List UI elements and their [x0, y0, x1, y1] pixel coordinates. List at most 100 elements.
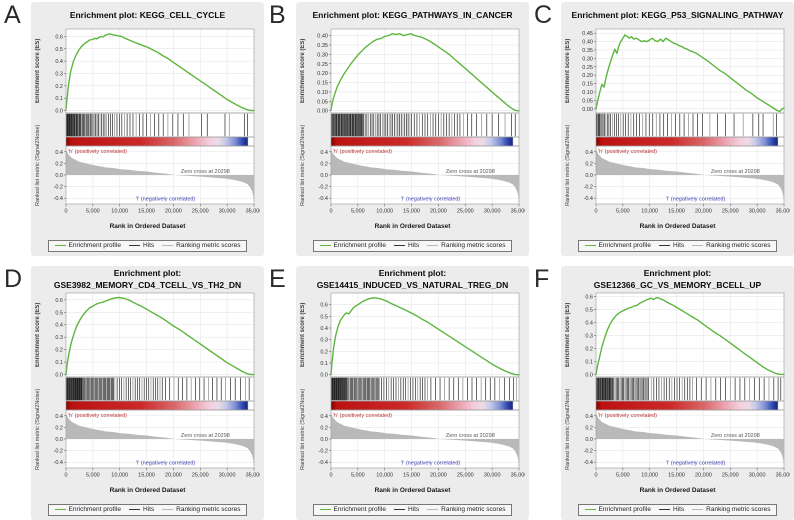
legend-line-swatch — [128, 509, 140, 510]
svg-text:0.35: 0.35 — [582, 48, 593, 54]
svg-text:20,000: 20,000 — [430, 473, 447, 479]
chart-title-line: Enrichment plot: — [113, 268, 182, 279]
svg-text:10,000: 10,000 — [641, 473, 658, 479]
legend-item: Enrichment profile — [584, 506, 651, 513]
svg-text:Zero cross at 20298: Zero cross at 20298 — [711, 433, 760, 439]
svg-text:10,000: 10,000 — [641, 209, 658, 215]
legend-item: Hits — [128, 506, 154, 513]
y-axis-labels: Enrichment score (ES) Ranked list metric… — [32, 27, 44, 223]
chart-title-line: GSE3982_MEMORY_CD4_TCELL_VS_TH2_DN — [53, 279, 242, 290]
legend: Enrichment profile Hits Ranking metric sco… — [47, 503, 248, 516]
svg-text:0.25: 0.25 — [317, 62, 328, 68]
legend-label: Hits — [142, 242, 155, 249]
svg-text:0.2: 0.2 — [320, 425, 328, 431]
svg-text:0.25: 0.25 — [582, 65, 593, 71]
svg-text:30,000: 30,000 — [219, 209, 236, 215]
svg-text:20,000: 20,000 — [695, 473, 712, 479]
svg-text:0.3: 0.3 — [55, 335, 63, 341]
legend-item: Ranking metric scores — [427, 506, 505, 513]
chart-title-line: Enrichment plot: KEGG_P53_SIGNALING_PATH… — [571, 9, 784, 20]
svg-text:0.2: 0.2 — [55, 161, 63, 167]
svg-text:0.30: 0.30 — [582, 56, 593, 62]
ranked-metric-axis-label: Ranked list metric (Signal2Noise) — [300, 124, 306, 206]
svg-text:15,000: 15,000 — [138, 473, 155, 479]
ranked-metric-axis-label: Ranked list metric (Signal2Noise) — [35, 388, 41, 470]
svg-text:0.6: 0.6 — [55, 298, 63, 304]
legend-line-swatch — [692, 509, 704, 510]
svg-text:5,000: 5,000 — [616, 209, 630, 215]
gsea-panel: D Enrichment plot: GSE3982_MEMORY_CD4_TCE… — [0, 266, 265, 520]
chart-title-line: Enrichment plot: — [643, 268, 712, 279]
svg-text:-0.4: -0.4 — [319, 460, 328, 466]
svg-text:-0.4: -0.4 — [584, 460, 593, 466]
gsea-plot-svg: 0.000.050.100.150.200.250.300.350.400.45… — [582, 28, 790, 215]
enrichment-chart: Enrichment plot: GSE3982_MEMORY_CD4_TCELL… — [31, 266, 264, 520]
legend-item: Enrichment profile — [319, 506, 386, 513]
x-axis-label: Rank in Ordered Dataset — [374, 487, 451, 494]
svg-text:0.10: 0.10 — [317, 90, 328, 96]
svg-text:0.15: 0.15 — [317, 81, 328, 87]
gsea-panel: C Enrichment plot: KEGG_P53_SIGNALING_PA… — [530, 2, 794, 266]
legend-label: Ranking metric scores — [176, 506, 241, 513]
svg-text:35,000: 35,000 — [511, 473, 525, 479]
gsea-panel: F Enrichment plot: GSE12366_GC_VS_MEMORY_… — [530, 266, 794, 520]
ranked-metric-axis-label: Ranked list metric (Signal2Noise) — [565, 388, 571, 470]
legend-line-swatch — [427, 245, 439, 246]
svg-text:0.0: 0.0 — [55, 173, 63, 179]
svg-text:0.20: 0.20 — [317, 71, 328, 77]
svg-text:0.4: 0.4 — [320, 150, 328, 156]
svg-text:0.5: 0.5 — [55, 47, 63, 53]
legend-line-swatch — [54, 245, 66, 246]
svg-text:0.0: 0.0 — [55, 437, 63, 443]
svg-text:Zero cross at 20298: Zero cross at 20298 — [446, 169, 495, 175]
legend-wrap: Enrichment profile Hits Ranking metric sco… — [296, 233, 529, 252]
svg-text:Zero cross at 20298: Zero cross at 20298 — [181, 169, 230, 175]
svg-text:0.2: 0.2 — [585, 346, 593, 352]
legend-wrap: Enrichment profile Hits Ranking metric sco… — [561, 497, 794, 516]
svg-text:0.4: 0.4 — [585, 414, 593, 420]
x-axis-label: Rank in Ordered Dataset — [639, 487, 716, 494]
plot-area: Enrichment score (ES) Ranked list metric… — [297, 291, 529, 487]
svg-text:5,000: 5,000 — [86, 209, 100, 215]
svg-text:0.15: 0.15 — [582, 82, 593, 88]
svg-text:5,000: 5,000 — [351, 209, 365, 215]
legend-item: Ranking metric scores — [692, 506, 770, 513]
x-axis-label: Rank in Ordered Dataset — [639, 223, 716, 230]
chart-title-line: Enrichment plot: KEGG_CELL_CYCLE — [69, 9, 226, 20]
chart-title: Enrichment plot: GSE12366_GC_VS_MEMORY_BC… — [561, 268, 794, 291]
svg-text:-0.4: -0.4 — [54, 196, 63, 202]
plot-area: Enrichment score (ES) Ranked list metric… — [562, 27, 794, 223]
svg-text:20,000: 20,000 — [695, 209, 712, 215]
svg-text:0.20: 0.20 — [582, 73, 593, 79]
legend-item: Hits — [658, 242, 684, 249]
svg-text:5,000: 5,000 — [86, 473, 100, 479]
legend-line-swatch — [393, 245, 405, 246]
legend-label: Enrichment profile — [598, 506, 651, 513]
legend-line-swatch — [128, 245, 140, 246]
chart-title-line: Enrichment plot: — [378, 268, 447, 279]
legend-item: Hits — [393, 506, 419, 513]
legend-line-swatch — [584, 509, 596, 510]
chart-title: Enrichment plot: GSE14415_INDUCED_VS_NATU… — [296, 268, 529, 291]
y-axis-labels: Enrichment score (ES) Ranked list metric… — [297, 291, 309, 487]
svg-text:0: 0 — [594, 209, 597, 215]
enrichment-chart: Enrichment plot: KEGG_P53_SIGNALING_PATH… — [561, 2, 794, 256]
svg-text:-0.4: -0.4 — [54, 460, 63, 466]
svg-text:35,000: 35,000 — [776, 473, 790, 479]
ranked-metric-axis-label: Ranked list metric (Signal2Noise) — [300, 388, 306, 470]
legend-item: Enrichment profile — [54, 242, 121, 249]
svg-text:0.2: 0.2 — [55, 348, 63, 354]
svg-text:Zero cross at 20298: Zero cross at 20298 — [181, 433, 230, 439]
svg-text:5,000: 5,000 — [351, 473, 365, 479]
legend-label: Enrichment profile — [68, 506, 121, 513]
es-axis-label: Enrichment score (ES) — [300, 302, 306, 368]
legend-wrap: Enrichment profile Hits Ranking metric sco… — [31, 497, 264, 516]
svg-text:35,000: 35,000 — [511, 209, 525, 215]
plot-area: Enrichment score (ES) Ranked list metric… — [32, 27, 264, 223]
svg-text:0.0: 0.0 — [585, 372, 593, 378]
svg-text:15,000: 15,000 — [668, 209, 685, 215]
svg-text:Zero cross at 20298: Zero cross at 20298 — [446, 433, 495, 439]
legend-line-swatch — [692, 245, 704, 246]
es-axis-label: Enrichment score (ES) — [300, 38, 306, 104]
svg-text:0.10: 0.10 — [582, 90, 593, 96]
